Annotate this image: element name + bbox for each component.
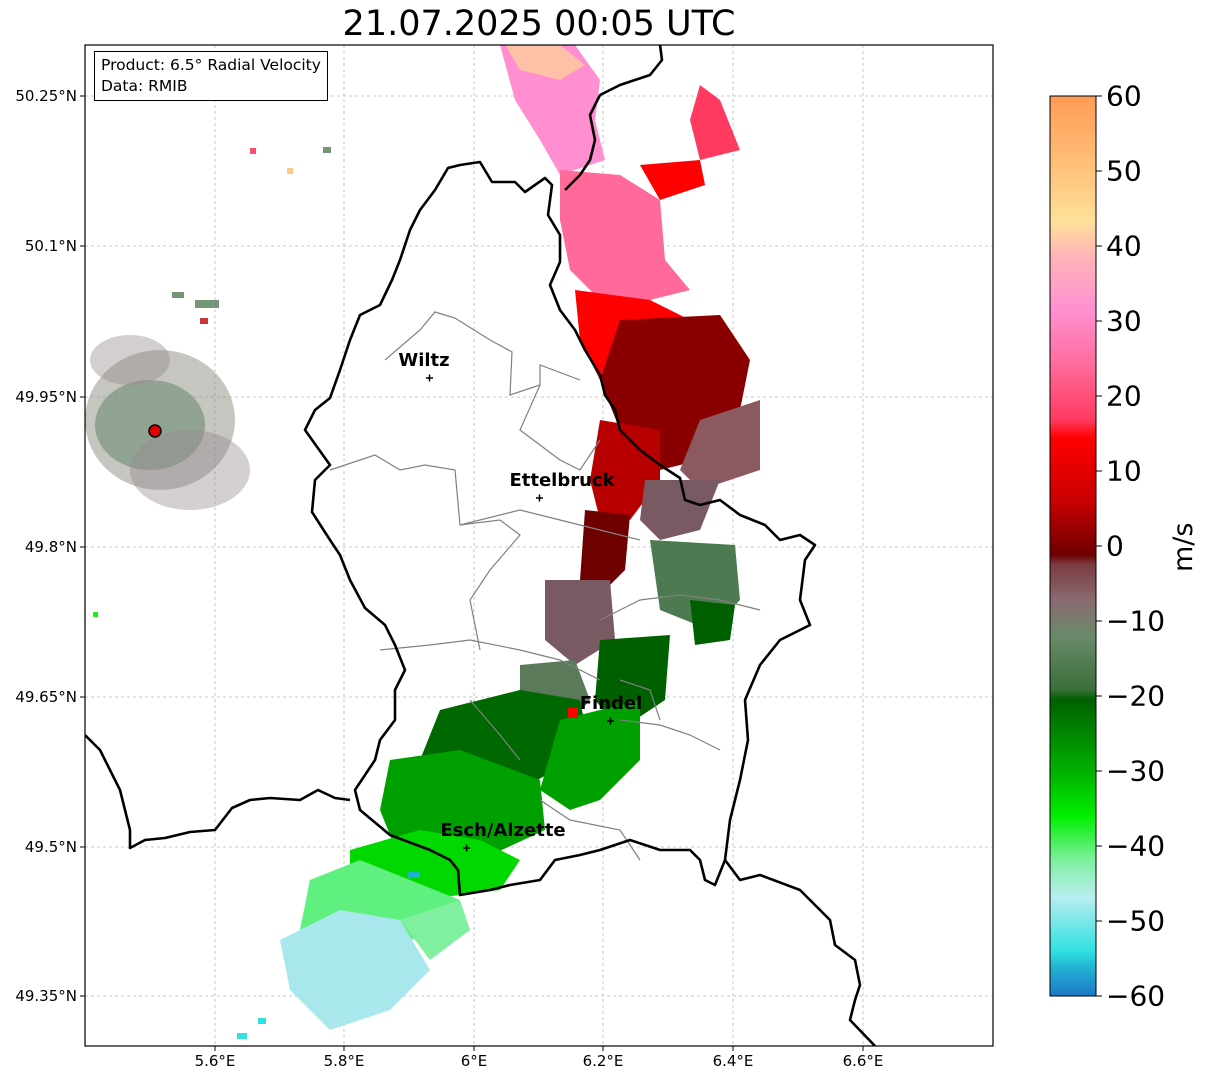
colorbar-tick-label: −60 bbox=[1106, 979, 1166, 1013]
colorbar-tick-label: 20 bbox=[1106, 379, 1142, 413]
lat-label: 49.65°N bbox=[15, 688, 77, 706]
colorbar-tick-label: −50 bbox=[1106, 904, 1166, 938]
lon-label: 6°E bbox=[460, 1052, 488, 1070]
city-label-ettelbruck: Ettelbruck bbox=[509, 470, 615, 491]
colorbar-tick-label: −20 bbox=[1106, 679, 1166, 713]
colorbar-ticks bbox=[1096, 95, 1102, 997]
colorbar-tick-label: −30 bbox=[1106, 754, 1166, 788]
lat-label: 49.35°N bbox=[15, 987, 77, 1005]
lat-label: 49.5°N bbox=[24, 838, 77, 856]
city-label-esch-alzette: Esch/Alzette bbox=[440, 820, 566, 841]
colorbar-tick-label: 50 bbox=[1106, 154, 1142, 188]
lat-label: 50.1°N bbox=[24, 237, 77, 255]
colorbar-tick-label: −40 bbox=[1106, 829, 1166, 863]
radar-echoes bbox=[237, 45, 760, 1039]
colorbar-tick-label: 60 bbox=[1106, 79, 1142, 113]
city-label-findel: Findel bbox=[579, 693, 643, 714]
product-label: Product: 6.5° Radial Velocity bbox=[101, 56, 321, 74]
lat-label: 49.95°N bbox=[15, 388, 77, 406]
colorbar bbox=[1049, 95, 1097, 997]
colorbar-tick-label: −10 bbox=[1106, 604, 1166, 638]
city-markers bbox=[426, 374, 614, 852]
lon-label: 6.4°E bbox=[712, 1052, 754, 1070]
colorbar-unit-label: m/s bbox=[1168, 522, 1199, 572]
canton-boundaries bbox=[329, 311, 761, 861]
city-marker-ettelbruck bbox=[536, 494, 543, 502]
data-source-label: Data: RMIB bbox=[101, 77, 188, 95]
city-label-wiltz: Wiltz bbox=[398, 350, 450, 371]
colorbar-tick-label: 10 bbox=[1106, 454, 1142, 488]
plot-frame bbox=[84, 44, 994, 1047]
city-marker-esch bbox=[463, 844, 470, 852]
country-borders bbox=[85, 45, 876, 1046]
colorbar-tick-label: 0 bbox=[1106, 529, 1124, 563]
city-marker-findel bbox=[607, 717, 614, 725]
lon-label: 6.6°E bbox=[842, 1052, 884, 1070]
radar-clutter bbox=[85, 147, 331, 617]
lon-label: 5.6°E bbox=[194, 1052, 236, 1070]
lon-label: 5.8°E bbox=[323, 1052, 365, 1070]
plot-area bbox=[85, 45, 993, 1046]
lat-label: 50.25°N bbox=[15, 87, 77, 105]
city-marker-wiltz bbox=[426, 374, 433, 382]
map-title: 21.07.2025 00:05 UTC bbox=[342, 4, 736, 44]
lon-label: 6.2°E bbox=[582, 1052, 624, 1070]
axis-ticks bbox=[80, 95, 864, 1051]
lat-label: 49.8°N bbox=[24, 538, 77, 556]
radar-site-marker bbox=[148, 424, 162, 438]
colorbar-tick-label: 40 bbox=[1106, 229, 1142, 263]
colorbar-tick-label: 30 bbox=[1106, 304, 1142, 338]
product-info-box: Product: 6.5° Radial Velocity Data: RMIB bbox=[94, 51, 328, 101]
